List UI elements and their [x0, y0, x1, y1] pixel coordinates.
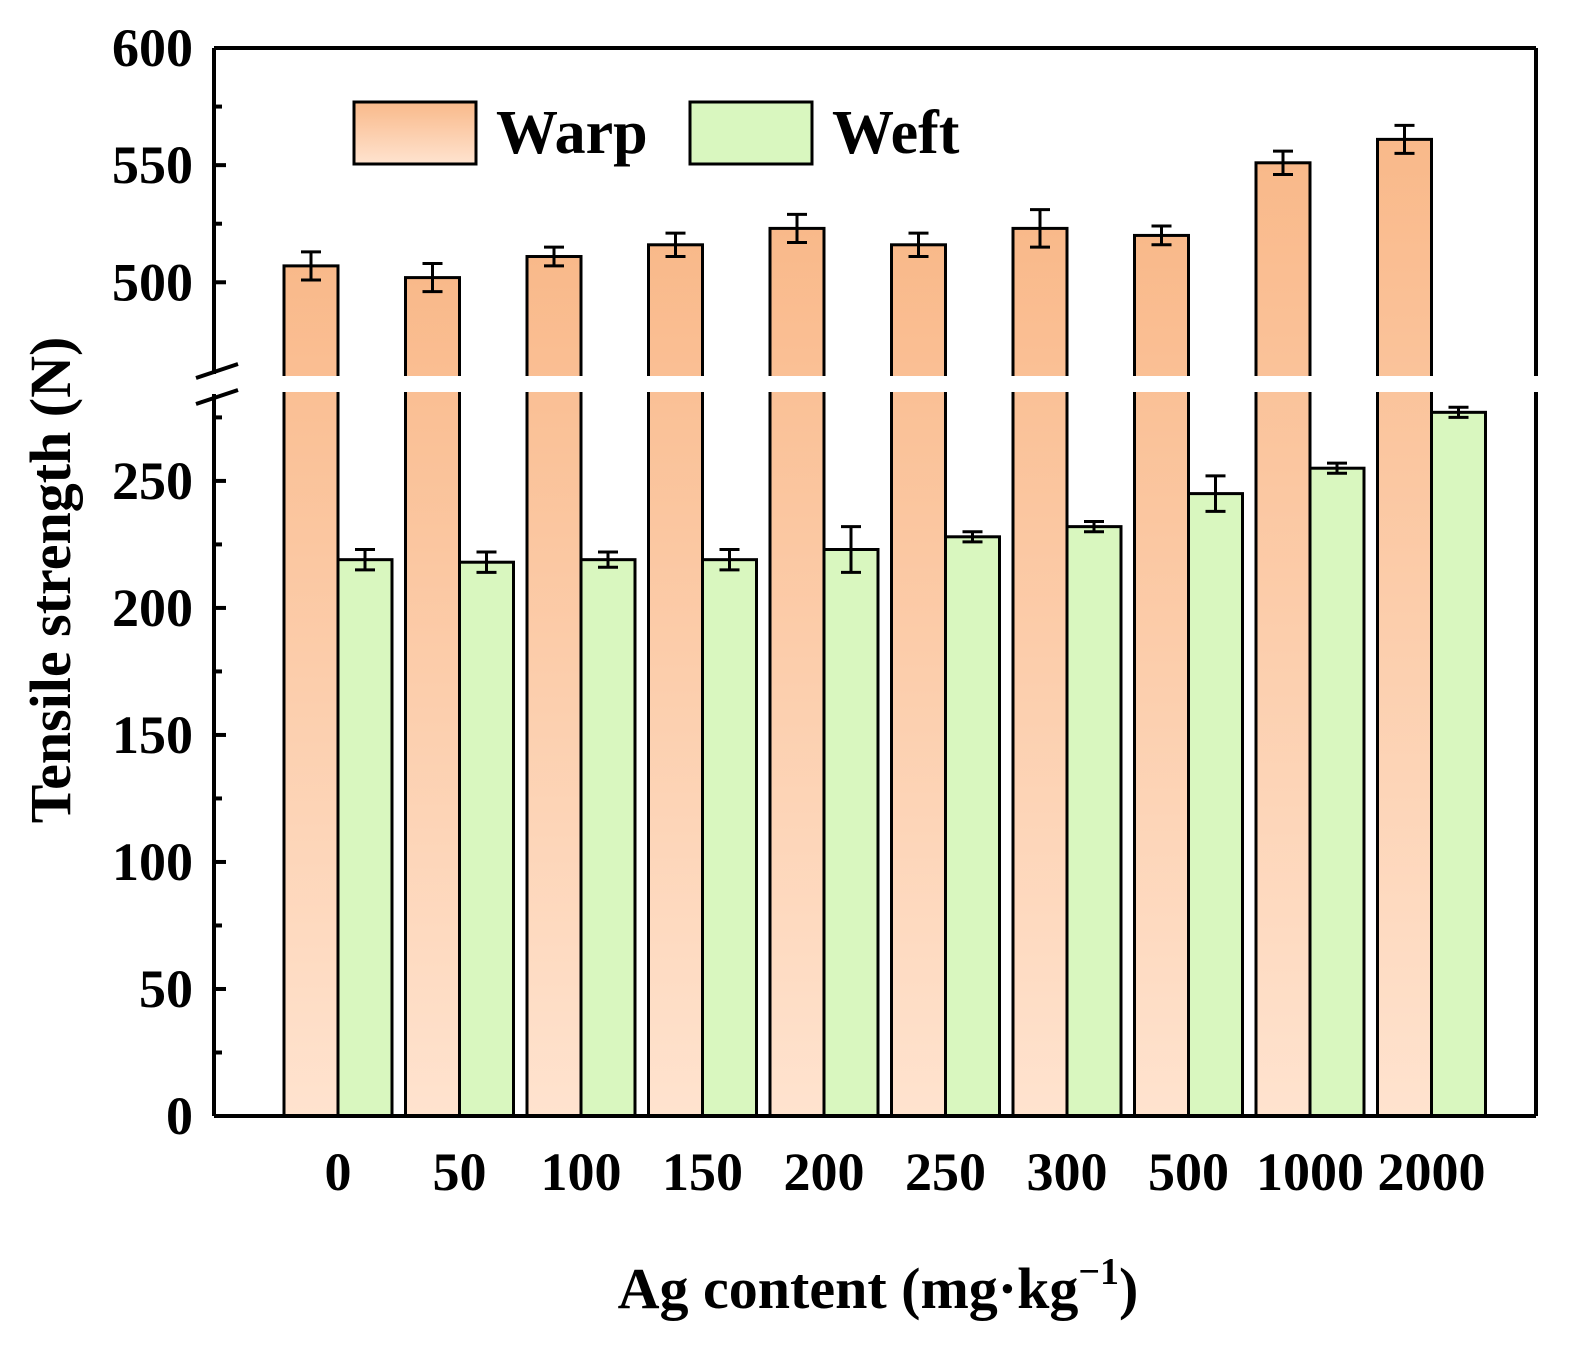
error-bar-warp-250: [908, 231, 929, 259]
error-bar-warp-200: [787, 212, 807, 244]
y-tick-label-500: 500: [112, 252, 193, 312]
bar-warp-500: [1133, 233, 1190, 1118]
axes-layer: [195, 46, 1538, 1118]
bar-weft-500: [1187, 492, 1244, 1118]
axis-break-mark-lower: [195, 388, 239, 406]
bar-weft-0: [336, 558, 394, 1118]
y-axis-title: Tensile strength (N): [18, 337, 83, 824]
error-bar-warp-50: [422, 262, 443, 294]
x-tick-label-50: 50: [433, 1142, 487, 1202]
x-axis-title-close: ): [1119, 1256, 1138, 1321]
error-bar-warp-150: [665, 231, 686, 259]
axis-break-gap: [190, 376, 1536, 392]
bar-warp-300: [1011, 226, 1069, 1118]
bar-weft-50: [458, 560, 515, 1118]
x-tick-label-300: 300: [1027, 1142, 1108, 1202]
x-tick-label-100: 100: [541, 1142, 622, 1202]
error-bar-weft-100: [598, 550, 618, 569]
error-bar-weft-2000: [1448, 405, 1469, 419]
x-tick-label-0: 0: [325, 1142, 352, 1202]
error-bar-weft-0: [355, 548, 375, 572]
x-tick-label-150: 150: [662, 1142, 743, 1202]
bar-weft-100: [579, 558, 637, 1118]
legend-swatch-weft: [688, 100, 814, 166]
y-tick-label-0: 0: [166, 1086, 193, 1146]
bar-warp-200: [768, 226, 826, 1118]
break-gap: [190, 376, 1536, 392]
y-tick-label-50: 50: [139, 959, 193, 1019]
error-bar-weft-50: [476, 550, 497, 574]
bar-weft-200: [822, 548, 880, 1118]
error-bar-weft-500: [1205, 474, 1226, 513]
x-axis-title-main: Ag content (mg·kg: [618, 1256, 1079, 1321]
bar-weft-150: [701, 558, 758, 1118]
legend-label-weft: Weft: [832, 99, 960, 167]
bar-weft-250: [944, 535, 1001, 1118]
bar-weft-2000: [1430, 410, 1487, 1118]
bar-warp-100: [525, 255, 583, 1118]
x-tick-label-250: 250: [905, 1142, 986, 1202]
legend-swatch-warp: [352, 100, 478, 166]
bar-weft-300: [1065, 525, 1123, 1118]
error-bar-warp-300: [1030, 208, 1050, 249]
y-tick-label-100: 100: [112, 832, 193, 892]
axis-break-mark-upper: [195, 362, 239, 380]
x-axis-title: Ag content (mg·kg−1): [618, 1251, 1139, 1321]
y-ticks-layer: 0 50 100 150 200 250 500 550 600: [112, 18, 226, 1146]
error-bar-warp-100: [544, 245, 564, 268]
error-bar-warp-2000: [1394, 123, 1415, 155]
x-tick-label-1000: 1000: [1256, 1142, 1364, 1202]
legend-label-warp: Warp: [496, 99, 648, 167]
error-bar-weft-150: [719, 548, 740, 572]
legend: Warp Weft: [352, 99, 960, 167]
error-bar-warp-500: [1151, 224, 1172, 247]
error-bar-warp-0: [301, 250, 321, 282]
bar-warp-2000: [1376, 137, 1433, 1118]
y-tick-label-250: 250: [112, 451, 193, 511]
error-bar-weft-200: [841, 525, 861, 574]
bars-layer: [282, 137, 1487, 1118]
bar-warp-50: [404, 276, 461, 1118]
x-axis-title-exponent: −1: [1078, 1251, 1119, 1293]
x-tick-label-200: 200: [784, 1142, 865, 1202]
x-tick-labels-layer: 0 50 100 150 200 250 300 500 1000 2000: [325, 1142, 1486, 1202]
error-bar-weft-1000: [1327, 461, 1347, 475]
error-bars-layer: [301, 123, 1469, 574]
bar-warp-1000: [1254, 161, 1312, 1118]
x-tick-label-2000: 2000: [1378, 1142, 1486, 1202]
error-bar-weft-300: [1084, 520, 1104, 534]
bar-warp-150: [647, 243, 704, 1118]
bar-warp-0: [282, 264, 340, 1118]
y-tick-label-600: 600: [112, 18, 193, 78]
bar-weft-1000: [1308, 466, 1366, 1118]
y-tick-label-200: 200: [112, 578, 193, 638]
bar-warp-250: [890, 243, 947, 1118]
y-tick-label-150: 150: [112, 705, 193, 765]
x-tick-label-500: 500: [1148, 1142, 1229, 1202]
error-bar-weft-250: [962, 530, 983, 544]
error-bar-warp-1000: [1273, 149, 1293, 177]
y-tick-label-550: 550: [112, 135, 193, 195]
